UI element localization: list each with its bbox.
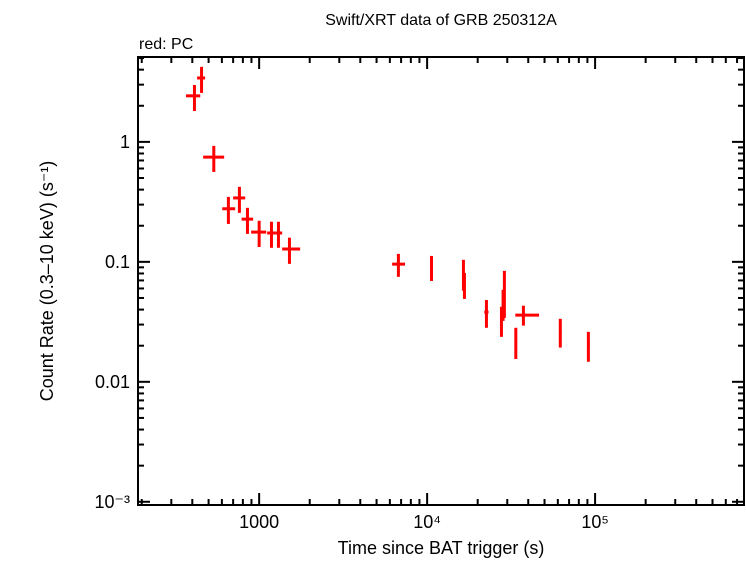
data-point: [282, 237, 301, 264]
data-point: [514, 327, 518, 359]
data-point: [222, 196, 236, 224]
y-tick-label: 0.1: [105, 252, 130, 272]
data-points: [186, 66, 590, 362]
data-point: [515, 305, 540, 326]
data-point: [484, 299, 489, 328]
x-tick-label: 10⁵: [581, 512, 608, 532]
data-point: [430, 255, 434, 281]
plot-frame: [137, 56, 745, 506]
data-point: [275, 221, 283, 248]
data-point: [392, 253, 406, 277]
data-point: [558, 318, 562, 348]
y-axis-label: Count Rate (0.3–10 keV) (s⁻¹): [37, 161, 57, 402]
data-point: [233, 186, 246, 213]
data-point: [499, 306, 503, 337]
chart-title: Swift/XRT data of GRB 250312A: [325, 12, 557, 29]
data-point: [267, 221, 276, 248]
tick-labels: 1000 10⁴ 10⁵ 1 0.1 0.01 10⁻³: [94, 132, 608, 532]
data-point: [197, 66, 206, 93]
y-tick-label: 10⁻³: [94, 492, 130, 512]
legend-note: red: PC: [139, 36, 193, 53]
data-point: [462, 272, 466, 299]
data-point: [186, 84, 201, 111]
data-point: [586, 331, 590, 362]
y-tick-label: 1: [120, 132, 130, 152]
x-tick-label: 10⁴: [413, 512, 441, 532]
data-point: [502, 270, 506, 318]
data-point: [251, 220, 267, 247]
data-point: [241, 207, 254, 234]
x-tick-label: 1000: [239, 512, 279, 532]
axis-ticks: [138, 57, 744, 505]
x-axis-label: Time since BAT trigger (s): [338, 538, 545, 558]
y-tick-label: 0.01: [95, 372, 130, 392]
data-point: [203, 145, 225, 172]
